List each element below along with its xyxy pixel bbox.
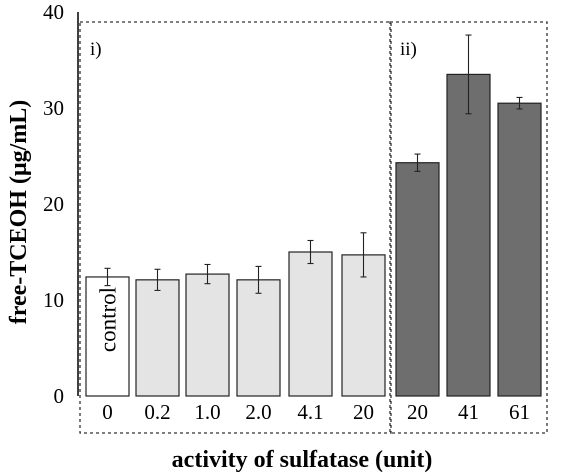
panel-labels: i) ii) [90,39,417,60]
x-tick-label: 4.1 [297,400,323,424]
y-tick-label: 20 [43,192,64,216]
bar [185,273,230,397]
x-tick-labels: 0 0.2 1.0 2.0 4.1 20 20 41 61 [102,400,530,424]
y-tick-labels: 0 10 20 30 40 [43,0,64,408]
panel-frames [79,21,548,434]
panel-label-2: ii) [400,39,417,60]
bar [236,279,281,397]
y-tick-label: 0 [54,384,65,408]
x-axis-title: activity of sulfatase (unit) [172,447,433,473]
x-tick-label: 0 [102,400,113,424]
x-tick-label: 0.2 [144,400,170,424]
error-bars [104,34,523,294]
x-tick-label: 2.0 [245,400,271,424]
bar [497,102,542,397]
bar-inner-label: control [96,287,121,352]
bars: control [85,73,542,397]
x-tick-label: 20 [353,400,374,424]
x-tick-label: 1.0 [194,400,220,424]
y-tick-label: 30 [43,96,64,120]
bar [395,162,440,397]
bar [288,251,333,397]
y-tick-label: 10 [43,288,64,312]
x-tick-label: 41 [458,400,479,424]
y-tick-label: 40 [43,0,64,24]
x-tick-label: 20 [407,400,428,424]
panel-label-1: i) [90,39,102,60]
panel-frame-2 [389,21,548,434]
bar [135,279,180,397]
y-axis-title: free-TCEOH (μg/mL) [6,100,32,324]
bar [446,73,491,397]
x-tick-label: 61 [509,400,530,424]
panel-frame-1 [79,21,392,434]
bar [85,276,130,397]
